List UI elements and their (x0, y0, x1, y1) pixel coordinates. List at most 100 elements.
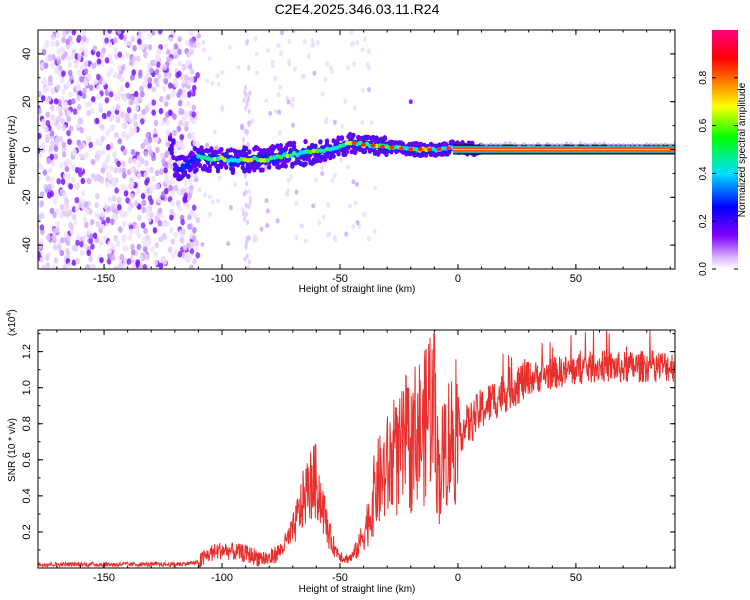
noise-speck (151, 175, 156, 182)
noise-speck (40, 95, 46, 102)
ridge-halo (252, 167, 257, 173)
noise-speck (141, 108, 146, 116)
noise-speck (242, 136, 246, 143)
ridge-halo (171, 139, 176, 146)
noise-speck (80, 177, 86, 185)
noise-speck (75, 84, 81, 91)
noise-speck (192, 42, 198, 49)
noise-speck (248, 198, 252, 205)
noise-speck (144, 160, 149, 167)
noise-speck (96, 93, 102, 100)
noise-speck (86, 177, 92, 185)
noise-speck (119, 33, 124, 40)
noise-speck (189, 68, 195, 75)
noise-speck (82, 30, 87, 37)
noise-speck (185, 101, 191, 108)
noise-speck (148, 187, 154, 195)
ridge-halo (219, 163, 224, 170)
noise-speck (162, 85, 167, 93)
noise-speck (45, 175, 51, 182)
steady-tone-halo (602, 141, 607, 145)
noise-speck (163, 167, 168, 174)
noise-speck (105, 129, 110, 137)
noise-speck (140, 90, 145, 98)
noise-speck (247, 259, 251, 265)
noise-speck (169, 208, 175, 216)
noise-speck (116, 196, 122, 204)
noise-speck (142, 199, 147, 207)
noise-speck (99, 256, 104, 264)
noise-speck (94, 212, 99, 219)
noise-speck (98, 240, 104, 247)
noise-speck (67, 61, 72, 69)
noise-speck (100, 124, 105, 131)
noise-speck (115, 116, 121, 124)
noise-speck (189, 209, 194, 216)
noise-speck (107, 196, 113, 203)
noise-speck (152, 127, 158, 135)
noise-speck (137, 72, 143, 79)
noise-speck (289, 174, 294, 180)
noise-speck (152, 183, 157, 191)
noise-speck (325, 61, 330, 67)
noise-speck (65, 239, 71, 246)
noise-speck (98, 102, 103, 110)
noise-speck (59, 188, 65, 196)
noise-speck (77, 53, 82, 60)
noise-speck (132, 157, 138, 165)
steady-tone-halo (644, 142, 649, 146)
noise-speck (168, 36, 174, 43)
noise-speck (67, 262, 72, 269)
steady-tone-band (453, 148, 675, 151)
noise-speck (135, 187, 141, 194)
ridge-core-spot (265, 157, 271, 163)
noise-speck (126, 107, 132, 114)
ridge-halo (354, 146, 359, 152)
noise-speck (147, 82, 152, 89)
noise-speck (102, 160, 107, 168)
noise-speck (320, 170, 325, 177)
noise-speck (290, 102, 295, 108)
noise-speck (320, 91, 325, 97)
noise-speck (61, 141, 67, 148)
noise-speck (117, 51, 123, 58)
noise-speck (169, 214, 174, 221)
snr-y-tick-label: 0.2 (21, 524, 33, 539)
noise-speck (186, 51, 191, 58)
noise-speck (240, 125, 245, 131)
noise-speck (119, 76, 125, 83)
noise-speck (38, 90, 42, 98)
noise-speck (156, 73, 162, 80)
noise-speck (59, 204, 65, 211)
noise-speck (321, 214, 326, 220)
noise-speck (131, 55, 137, 63)
ridge-hot-spot (408, 147, 414, 152)
noise-speck (115, 240, 121, 247)
noise-speck (276, 43, 281, 49)
ridge-halo (428, 151, 434, 157)
noise-speck (84, 208, 90, 215)
noise-speck (45, 119, 51, 127)
noise-speck (158, 235, 163, 243)
snr-x-tick-label: -150 (93, 572, 115, 584)
noise-speck (185, 39, 190, 47)
colorbar-tick-label: 0.0 (698, 262, 709, 276)
noise-speck (263, 164, 268, 170)
noise-speck (44, 42, 49, 49)
noise-speck (103, 202, 108, 210)
noise-speck (71, 30, 77, 36)
noise-speck (167, 72, 172, 79)
noise-speck (62, 203, 68, 210)
noise-speck (340, 123, 345, 129)
noise-speck (45, 85, 51, 93)
noise-speck (147, 44, 153, 51)
noise-speck (111, 105, 116, 113)
noise-speck (362, 211, 367, 218)
colorbar-label: Normalized spectral amplitude (737, 82, 748, 217)
noise-speck (244, 211, 248, 218)
noise-speck (170, 89, 176, 96)
noise-speck (244, 202, 248, 209)
noise-speck (177, 60, 183, 67)
noise-speck (42, 169, 48, 176)
ridge-halo (336, 151, 341, 157)
